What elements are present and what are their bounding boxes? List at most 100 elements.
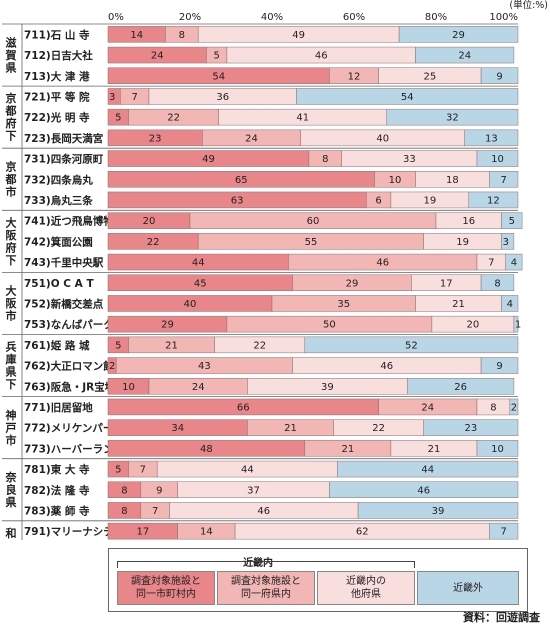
bar-value-label: 13 <box>485 133 498 144</box>
bar-value-label: 44 <box>421 465 434 476</box>
bar-value-label: 29 <box>346 278 359 289</box>
group-name: 滋賀県 <box>5 35 17 74</box>
bar-segment <box>501 295 519 312</box>
bar-segment <box>423 419 519 436</box>
bar-value-label: 22 <box>147 237 160 248</box>
group-name: 大阪府下 <box>6 215 18 267</box>
bar-value-label: 23 <box>149 133 162 144</box>
stacked-bar-chart: (単位:%)0% 20% 40% 60% 80% 100%711)石 山 寺 14 8 49 29… <box>2 0 548 540</box>
bar-value-label: 54 <box>212 71 225 82</box>
bar-value-label: 21 <box>341 444 354 455</box>
group-name: 兵庫県下 <box>6 340 17 392</box>
bar-value-label: 10 <box>122 382 135 393</box>
bar-value-label: 66 <box>237 402 250 413</box>
bar-value-label: 24 <box>192 382 205 393</box>
bar-segment <box>398 26 519 43</box>
x-tick-label: 100% <box>489 12 518 23</box>
bar-value-label: 7 <box>140 465 146 476</box>
bar-value-label: 54 <box>401 92 414 103</box>
bar-segment <box>464 129 519 147</box>
group-name: 和歌山県 <box>6 526 18 540</box>
group-name: 大阪市 <box>6 284 18 323</box>
bar-value-label: 5 <box>115 340 121 351</box>
row-label: 751)O C A T <box>24 278 94 290</box>
group-name: 神戸市 <box>6 408 17 447</box>
bar-value-label: 49 <box>292 30 305 41</box>
bar-value-label: 8 <box>494 278 500 289</box>
bar-value-label: 3 <box>503 237 509 248</box>
bar-segment <box>386 108 519 126</box>
legend-group-title: 近畿内 <box>243 558 273 569</box>
row-label: 791)マリーナシティ <box>24 526 124 538</box>
legend-item-other-kinki: 近畿内の 他府県 <box>317 571 415 605</box>
bar-value-label: 48 <box>200 444 213 455</box>
bar-segment <box>501 212 523 229</box>
row-label: 741)近つ飛鳥博物館 <box>24 215 124 228</box>
bar-value-label: 20 <box>143 216 156 227</box>
bar-value-label: 8 <box>179 30 185 41</box>
unit-label: (単位:%) <box>509 0 548 11</box>
bar-value-label: 14 <box>130 30 143 41</box>
bar-value-label: 2 <box>511 402 517 413</box>
bar-segment <box>476 150 519 167</box>
bar-value-label: 60 <box>307 216 320 227</box>
bar-value-label: 21 <box>452 299 465 310</box>
bar-value-label: 21 <box>165 340 178 351</box>
legend-item-outside-kinki: 近畿外 <box>417 571 519 605</box>
bar-segment <box>480 67 519 84</box>
legend-group-bracket <box>117 561 415 568</box>
bar-segment <box>329 481 519 498</box>
bar-value-label: 40 <box>376 133 389 144</box>
bar-value-label: 7 <box>500 175 506 186</box>
bar-value-label: 49 <box>202 154 215 165</box>
bar-value-label: 8 <box>121 485 127 496</box>
x-tick-label: 80% <box>425 12 447 23</box>
bar-value-label: 63 <box>231 195 244 206</box>
bar-value-label: 44 <box>241 465 254 476</box>
bar-value-label: 5 <box>115 113 121 124</box>
bar-value-label: 34 <box>171 423 184 434</box>
bar-value-label: 9 <box>496 361 502 372</box>
row-label: 752)新橋交差点 <box>24 297 104 310</box>
bar-value-label: 18 <box>446 175 459 186</box>
row-label: 761)姫 路 城 <box>24 339 90 352</box>
bar-value-label: 46 <box>376 258 389 269</box>
legend-item-same-prefecture: 調査対象施設と 同一府県内 <box>217 571 315 605</box>
bar-value-label: 22 <box>167 113 180 124</box>
bar-value-label: 21 <box>428 444 441 455</box>
x-tick-label: 60% <box>343 12 365 23</box>
bar-value-label: 41 <box>296 113 309 124</box>
bar-value-label: 24 <box>151 51 164 62</box>
bar-value-label: 20 <box>467 320 480 331</box>
bar-value-label: 36 <box>216 92 229 103</box>
bar-value-label: 62 <box>356 527 369 538</box>
bar-segment <box>480 357 519 374</box>
bar-value-label: 33 <box>403 154 416 165</box>
row-label: 781)東 大 寺 <box>24 463 90 476</box>
bar-segment <box>337 460 519 478</box>
bar-value-label: 16 <box>462 216 475 227</box>
bar-value-label: 4 <box>511 258 517 269</box>
bar-value-label: 40 <box>184 299 197 310</box>
bar-value-label: 19 <box>423 195 436 206</box>
bar-segment <box>415 46 515 64</box>
row-label: 771)旧居留地 <box>24 401 93 414</box>
bar-value-label: 7 <box>488 258 494 269</box>
legend-item-same-city: 調査対象施設と 同一市町村内 <box>117 571 215 605</box>
bar-value-label: 17 <box>136 527 149 538</box>
bar-value-label: 46 <box>257 506 270 517</box>
bar-value-label: 23 <box>464 423 477 434</box>
legend: 近畿内 調査対象施設と 同一市町村内 調査対象施設と 同一府県内 近畿内の 他府… <box>108 548 528 612</box>
bar-value-label: 8 <box>121 506 127 517</box>
bar-value-label: 8 <box>490 402 496 413</box>
bar-value-label: 10 <box>491 444 504 455</box>
bar-value-label: 32 <box>446 113 459 124</box>
bar-value-label: 29 <box>161 320 174 331</box>
bar-value-label: 21 <box>284 423 297 434</box>
bar-value-label: 22 <box>372 423 385 434</box>
bar-segment <box>489 171 519 188</box>
bar-value-label: 50 <box>323 320 336 331</box>
bar-value-label: 4 <box>507 299 513 310</box>
source-note: 資料：回遊調査 <box>463 611 540 624</box>
row-label: 713)大 津 港 <box>24 70 90 83</box>
